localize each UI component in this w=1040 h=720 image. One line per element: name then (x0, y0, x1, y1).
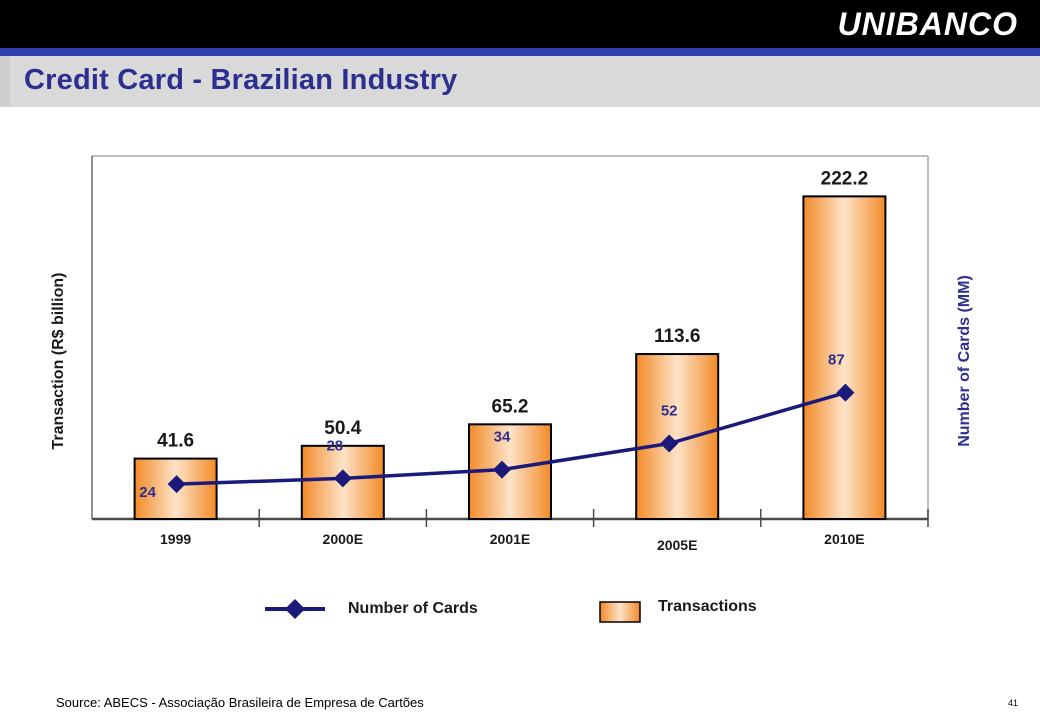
bar (635, 353, 720, 520)
cards-value-label: 87 (828, 352, 845, 369)
bar-series: 41.6 50.4 65.2 113.6 222.2 (133, 168, 887, 521)
axis-labels: Transaction (R$ billion) Number of Cards … (50, 273, 973, 450)
legend (265, 599, 641, 623)
x-tick-label: 2005E (657, 537, 697, 553)
y2-axis-title: Number of Cards (MM) (956, 275, 973, 447)
cards-value-label: 24 (139, 484, 156, 501)
cards-value-label: 34 (494, 429, 511, 446)
cards-marker (660, 434, 679, 453)
x-tick-label: 2000E (323, 531, 363, 547)
legend-marker-swatch (285, 599, 305, 619)
cards-value-label: 28 (326, 437, 343, 454)
bar-value-label: 113.6 (654, 326, 701, 347)
bar (802, 195, 887, 520)
x-tick-label: 2010E (824, 531, 864, 547)
cards-marker (333, 469, 352, 488)
page-title: Credit Card - Brazilian Industry (24, 64, 458, 96)
bar (300, 444, 385, 521)
bar-value-label: 50.4 (324, 418, 361, 439)
cards-value-label: 52 (661, 402, 678, 419)
bar-value-label: 222.2 (821, 168, 869, 189)
y-axis-title: Transaction (R$ billion) (50, 273, 67, 450)
title-bar (0, 56, 1040, 107)
cards-marker (167, 475, 186, 494)
header-bar (0, 0, 1040, 48)
x-tick-label: 2001E (490, 531, 530, 547)
cards-marker (836, 383, 855, 402)
cards-marker (493, 460, 511, 479)
brand-logo: UNIBANCO (837, 6, 1018, 42)
title-bar-accent (0, 56, 10, 107)
legend-bar-swatch (599, 601, 641, 623)
legend-label-transactions: Transactions (658, 598, 757, 615)
x-tick-label: 1999 (160, 531, 191, 547)
header-accent-stripe (0, 48, 1040, 56)
bar-value-label: 41.6 (157, 431, 194, 452)
bar-value-label: 65.2 (492, 396, 529, 417)
source-note: Source: ABECS - Associação Brasileira de… (56, 695, 424, 710)
legend-label-cards: Number of Cards (348, 600, 478, 617)
x-axis: 1999 2000E 2001E 2005E 2010E (160, 509, 929, 553)
page-number: 41 (1007, 698, 1018, 708)
line-series: 24 28 34 52 87 (139, 352, 855, 501)
